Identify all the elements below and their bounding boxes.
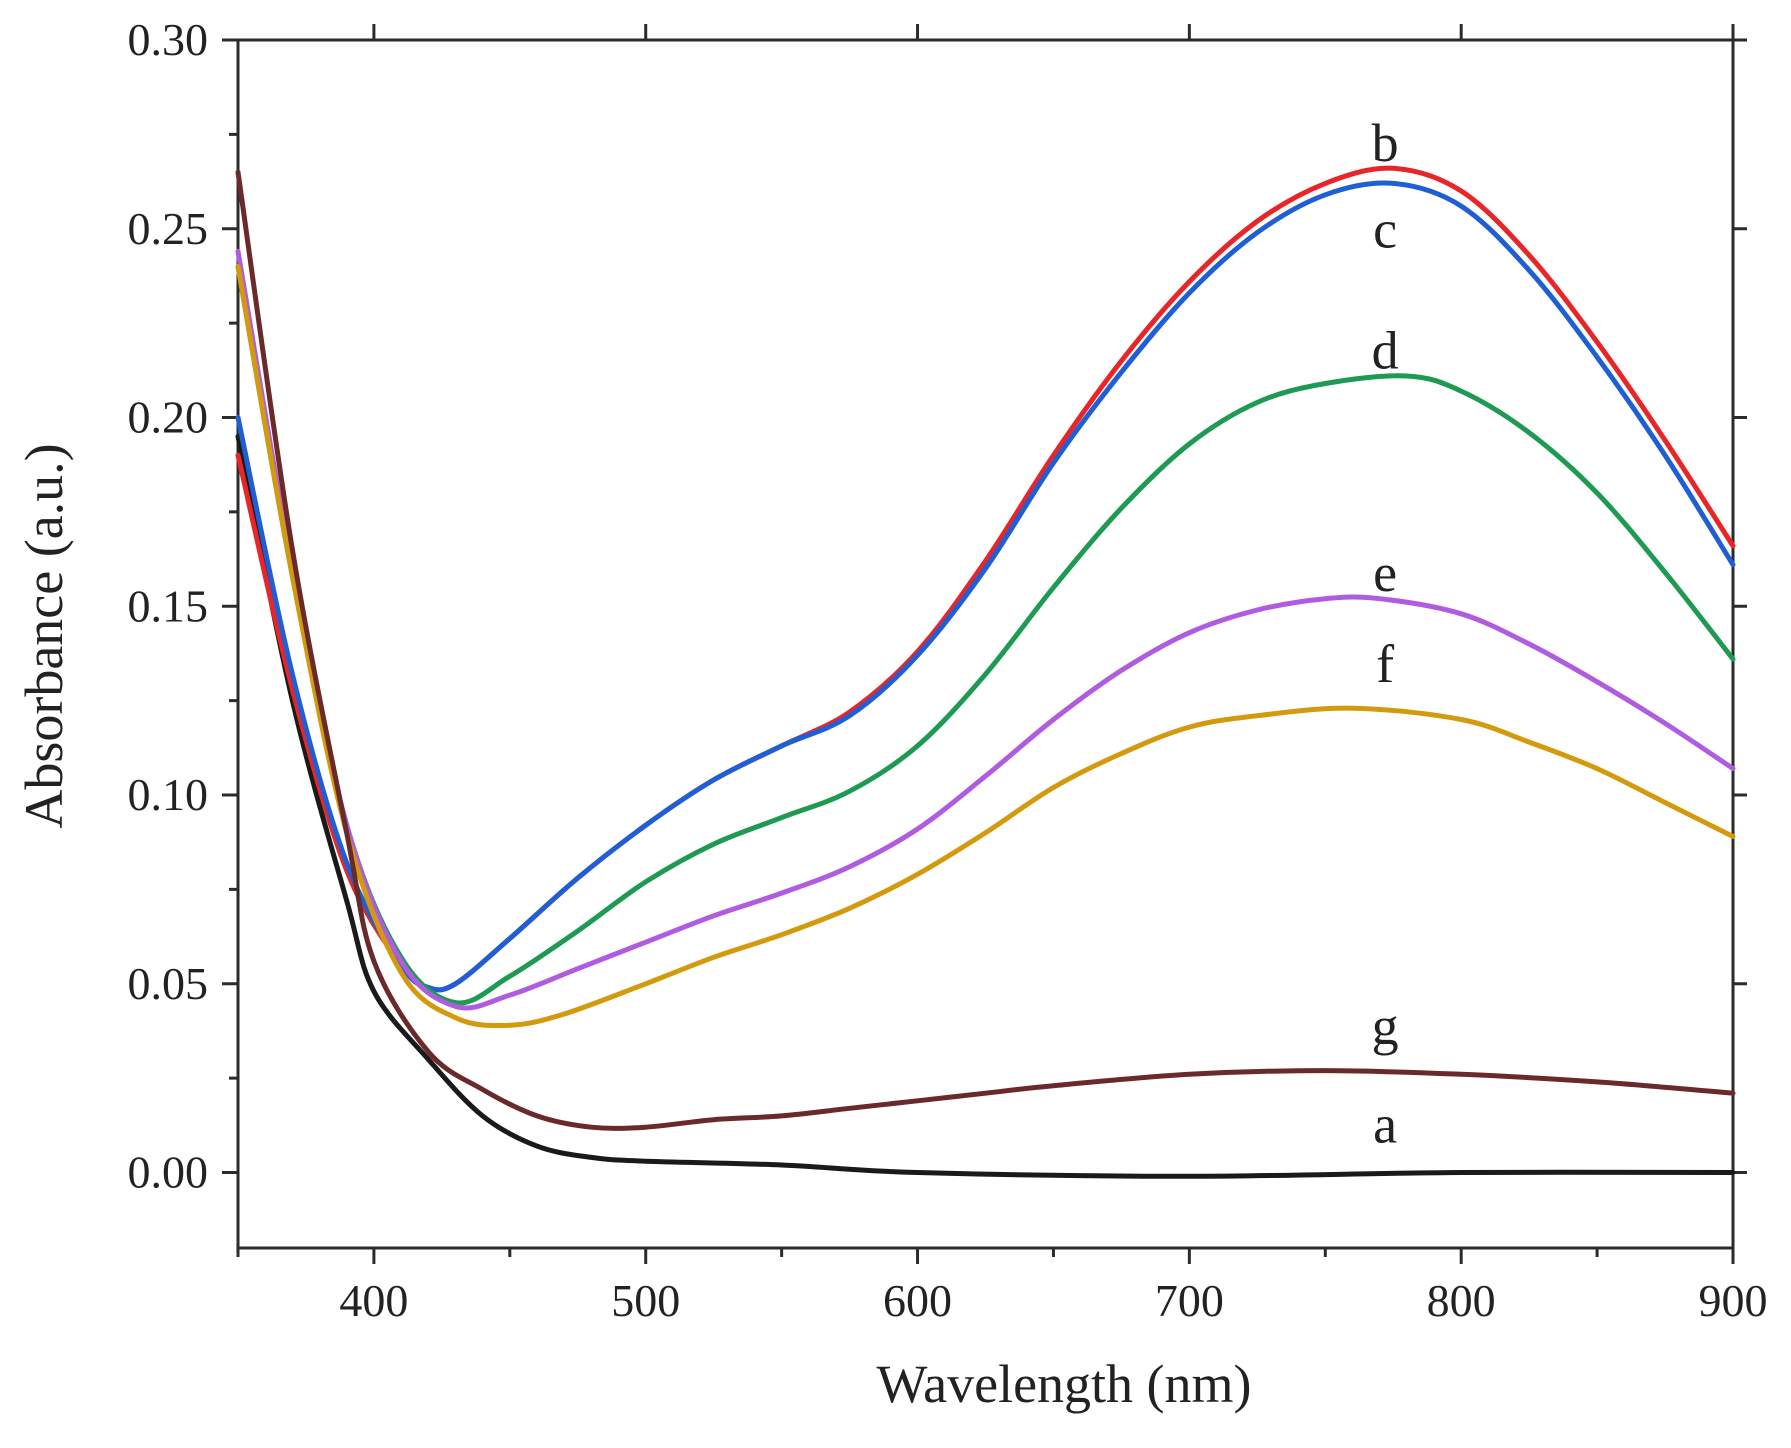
y-tick-label: 0.00 <box>128 1147 209 1198</box>
x-tick-label: 500 <box>611 1275 680 1326</box>
series-label-c: c <box>1373 200 1397 260</box>
y-tick-label: 0.15 <box>128 580 209 631</box>
x-axis-title: Wavelength (nm) <box>876 1354 1251 1414</box>
y-tick-label: 0.20 <box>128 392 209 443</box>
y-tick-label: 0.10 <box>128 769 209 820</box>
series-label-e: e <box>1373 543 1397 603</box>
series-label-a: a <box>1373 1094 1397 1154</box>
x-tick-label: 800 <box>1427 1275 1496 1326</box>
series-labels-layer: a bcd ef g <box>1372 113 1399 1155</box>
y-axis-title: Absorbance (a.u.) <box>14 443 74 828</box>
y-tick-label: 0.05 <box>128 958 209 1009</box>
series-line-f <box>235 264 1736 1029</box>
x-tick-label: 400 <box>339 1275 408 1326</box>
series-line-c <box>235 180 1736 993</box>
series-label-b: b <box>1372 113 1399 173</box>
x-tick-label: 600 <box>883 1275 952 1326</box>
series-line-e <box>235 248 1736 1011</box>
y-tick-label: 0.25 <box>128 203 209 254</box>
series-layer <box>235 165 1736 1179</box>
axes-layer: 400 500 600 700 800 900 0.00 0.05 0.10 0.15 0.20 0.… <box>128 14 1768 1326</box>
series-label-g: g <box>1372 996 1399 1056</box>
series-line-g <box>235 169 1736 1131</box>
series-line-a <box>235 433 1736 1179</box>
series-label-d: d <box>1372 320 1399 380</box>
y-tick-label: 0.30 <box>128 14 209 65</box>
series-line-b <box>235 165 1736 993</box>
series-label-f: f <box>1376 634 1394 694</box>
x-tick-label: 900 <box>1699 1275 1768 1326</box>
plot-frame <box>236 38 1735 1250</box>
x-tick-label: 700 <box>1155 1275 1224 1326</box>
